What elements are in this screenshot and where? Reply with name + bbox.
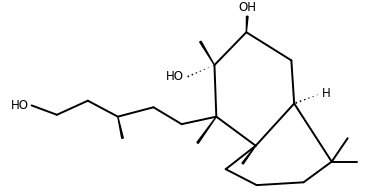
Text: HO: HO (166, 70, 184, 83)
Text: H: H (322, 87, 330, 100)
Polygon shape (242, 146, 256, 164)
Polygon shape (118, 117, 123, 138)
Polygon shape (200, 41, 214, 65)
Text: OH: OH (238, 1, 256, 14)
Polygon shape (246, 16, 248, 32)
Text: HO: HO (11, 99, 29, 112)
Polygon shape (197, 117, 216, 143)
